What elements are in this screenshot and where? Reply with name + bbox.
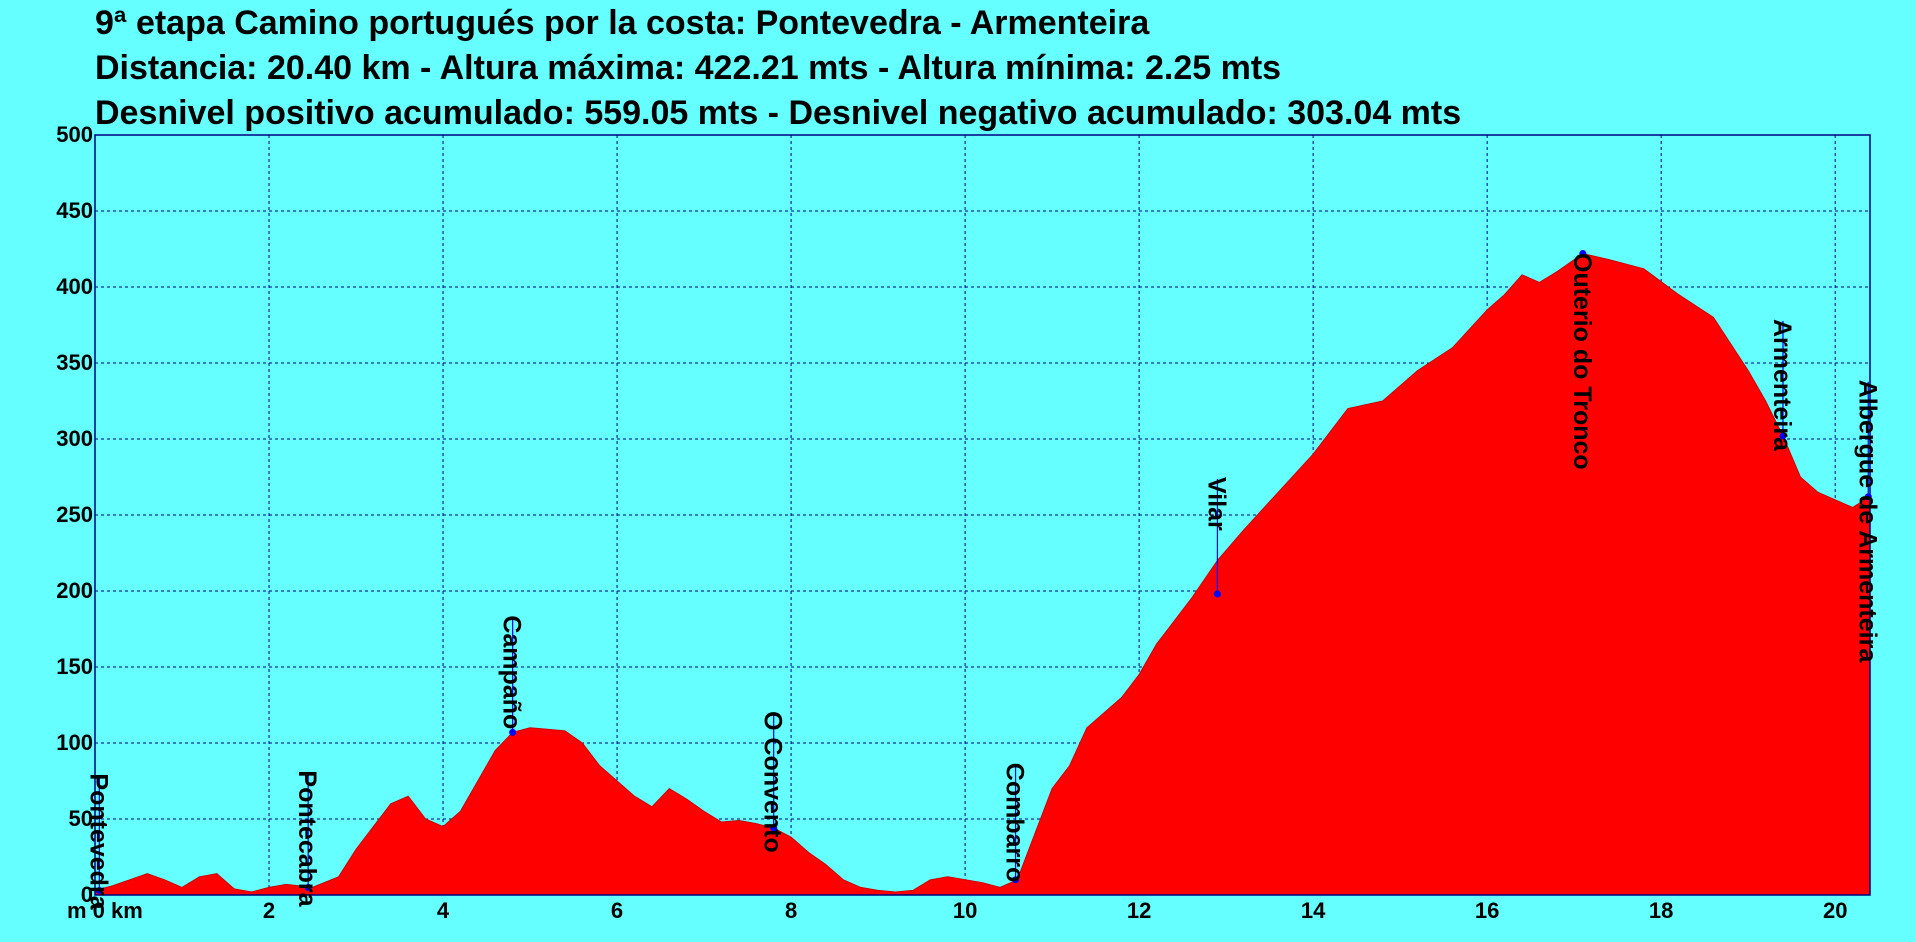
y-tick-label: 50 xyxy=(69,806,93,831)
y-tick-label: 500 xyxy=(56,122,93,147)
waypoint-label: Armenteira xyxy=(1768,319,1796,452)
x-tick-label: 14 xyxy=(1301,898,1326,923)
x-tick-label: 8 xyxy=(785,898,797,923)
waypoint-label: Combarro xyxy=(1001,763,1029,882)
axes xyxy=(94,134,1871,896)
y-tick-label: 350 xyxy=(56,350,93,375)
y-tick-label: 400 xyxy=(56,274,93,299)
y-tick-label: 0 xyxy=(81,882,93,907)
y-tick-label: 200 xyxy=(56,578,93,603)
waypoint-marker xyxy=(95,886,103,894)
x-tick-label: 20 xyxy=(1823,898,1847,923)
chart-title-line-1: 9ª etapa Camino portugués por la costa: … xyxy=(95,4,1150,42)
waypoint-marker xyxy=(1779,432,1787,440)
waypoint-label: Outerio do Tronco xyxy=(1568,253,1596,470)
x-tick-label: 6 xyxy=(611,898,623,923)
elevation-area xyxy=(94,253,1871,896)
waypoint-label: Albergue de Armenteira xyxy=(1853,380,1881,664)
y-tick-label: 250 xyxy=(56,502,93,527)
chart-title-line-2: Distancia: 20.40 km - Altura máxima: 422… xyxy=(95,49,1282,87)
waypoint-marker xyxy=(1012,876,1020,884)
plot-border xyxy=(94,134,1871,896)
chart-title-line-3: Desnivel positivo acumulado: 559.05 mts … xyxy=(95,94,1462,132)
waypoint-label: Campaño xyxy=(498,615,526,729)
x-tick-label: 16 xyxy=(1475,898,1499,923)
waypoint-marker xyxy=(304,883,312,891)
waypoint-label: Pontevedra xyxy=(84,773,112,910)
waypoint-marker xyxy=(1579,250,1587,258)
x-tick-label: 18 xyxy=(1649,898,1673,923)
x-tick-label: 10 xyxy=(953,898,977,923)
waypoint-marker xyxy=(1864,493,1872,501)
x-tick-label: 2 xyxy=(263,898,275,923)
waypoint-marker xyxy=(509,728,517,736)
x-tick-label: 4 xyxy=(437,898,450,923)
waypoint-marker xyxy=(1213,590,1221,598)
tick-labels: 0 50 100 150 200 250 300 350 400 450 500 m 0 km 2 4 6 8… xyxy=(56,122,1847,923)
y-tick-label: 150 xyxy=(56,654,93,679)
waypoint-label: Pontecabra xyxy=(293,770,321,907)
x-axis-origin-label: m 0 km xyxy=(67,898,143,923)
grid xyxy=(95,135,1870,895)
waypoint-marker xyxy=(770,824,778,832)
waypoint-label: O Convento xyxy=(759,711,787,853)
x-tick-label: 12 xyxy=(1127,898,1151,923)
waypoint-label: Vilar xyxy=(1202,477,1230,531)
waypoints: Pontevedra Pontecabra Campaño O Convento Com… xyxy=(84,250,1881,911)
y-tick-label: 450 xyxy=(56,198,93,223)
y-tick-label: 300 xyxy=(56,426,93,451)
y-tick-label: 100 xyxy=(56,730,93,755)
